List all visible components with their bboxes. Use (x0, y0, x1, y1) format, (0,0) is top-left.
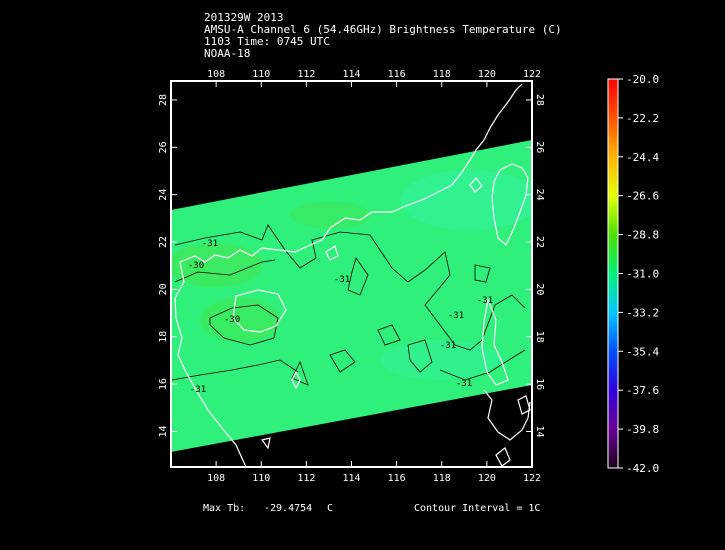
coastline-path (174, 261, 247, 467)
lat-tick-label-left: 22 (158, 236, 169, 248)
colorbar-label: -35.4 (626, 345, 659, 358)
lon-tick-label-top: 110 (252, 69, 270, 80)
colorbar (607, 78, 619, 469)
lat-tick-label-right: 28 (534, 94, 545, 106)
lat-tick-label-right: 18 (534, 331, 545, 343)
contour-line (209, 304, 279, 346)
colorbar-label: -37.6 (626, 384, 659, 397)
coastline-path (179, 83, 523, 263)
lon-tick-label-top: 120 (478, 69, 496, 80)
lon-tick-label-top: 108 (207, 69, 225, 80)
contour-line (439, 349, 526, 381)
lon-tick-label-bottom: 112 (297, 473, 315, 484)
lon-tick-label-bottom: 108 (207, 473, 225, 484)
lon-tick-label-bottom: 116 (388, 473, 406, 484)
lat-tick-label-left: 24 (158, 189, 169, 201)
contour-line (291, 360, 309, 386)
contour-label: -31 (456, 379, 472, 389)
lat-tick-label-right: 14 (534, 425, 545, 437)
lat-tick-label-right: 16 (534, 378, 545, 390)
warm-region-patch (171, 243, 263, 287)
contour-label: -31 (190, 385, 206, 395)
header-line-2: AMSU-A Channel 6 (54.46GHz) Brightness T… (204, 23, 562, 36)
lon-tick-label-bottom: 114 (342, 473, 360, 484)
lat-tick-label-left: 28 (158, 94, 169, 106)
coastline-path (325, 245, 339, 261)
coastline-path (469, 177, 483, 193)
lat-tick-label-right: 26 (534, 141, 545, 153)
contour-label: -30 (188, 261, 204, 271)
header-line-4: NOAA-18 (204, 47, 251, 60)
colorbar-label: -42.0 (626, 462, 659, 475)
warm-region-patch (290, 201, 370, 229)
max-tb-label: Max Tb: (203, 503, 246, 514)
lat-tick-label-right: 24 (534, 189, 545, 201)
coastline (174, 83, 531, 467)
lon-tick-label-bottom: 122 (523, 473, 541, 484)
header-line-3: 1103 Time: 0745 UTC (204, 35, 330, 48)
cool-region-patch (400, 170, 532, 230)
lon-tick-label-top: 114 (342, 69, 360, 80)
lon-tick-label-top: 116 (388, 69, 406, 80)
header-line-1: 201329W 2013 (204, 11, 284, 24)
lat-tick-label-left: 18 (158, 331, 169, 343)
colorbar-label: -26.6 (626, 190, 659, 203)
contour-label: -31 (448, 311, 464, 321)
lat-tick-label-left: 26 (158, 141, 169, 153)
coastline-path (483, 389, 531, 441)
colorbar-label: -33.2 (626, 306, 659, 319)
contour-interval-label: Contour Interval = 1C (414, 503, 541, 514)
coastline-path (495, 447, 511, 467)
lat-tick-label-right: 20 (534, 283, 545, 295)
lat-tick-label-left: 16 (158, 378, 169, 390)
colorbar-label: -24.4 (626, 151, 659, 164)
contour-line (174, 224, 526, 351)
colorbar-label: -22.2 (626, 112, 659, 125)
coastline-path (232, 289, 287, 333)
contour-line (347, 257, 369, 296)
coastline-path (260, 437, 271, 450)
contour-line (407, 339, 433, 373)
colorbar-label: -39.8 (626, 423, 659, 436)
colorbar-label: -31.0 (626, 268, 659, 281)
contour-line (171, 359, 299, 381)
coastline-path (481, 297, 509, 386)
contour-label: -30 (224, 315, 240, 325)
lon-tick-label-top: 112 (297, 69, 315, 80)
max-tb-unit: C (327, 503, 334, 514)
lat-tick-label-left: 14 (158, 425, 169, 437)
lat-tick-label-left: 20 (158, 283, 169, 295)
warm-region-patch (200, 298, 280, 342)
contour-label: -31 (440, 341, 456, 351)
contour-label: -31 (334, 275, 350, 285)
lon-tick-label-bottom: 120 (478, 473, 496, 484)
coastline-path (291, 370, 301, 390)
contour-lines (171, 224, 526, 386)
contour-label: -31 (477, 296, 493, 306)
coastline-path (517, 395, 531, 415)
contour-label: -31 (202, 239, 218, 249)
coastline-path (491, 163, 529, 246)
contour-line (329, 349, 356, 373)
lat-tick-label-right: 22 (534, 236, 545, 248)
lon-tick-label-top: 122 (523, 69, 541, 80)
lon-tick-label-top: 118 (433, 69, 451, 80)
max-tb-value: -29.4754 (264, 503, 313, 514)
lon-tick-label-bottom: 110 (252, 473, 270, 484)
colorbar-label: -20.0 (626, 73, 659, 86)
contour-line (377, 324, 401, 346)
contour-line (174, 259, 276, 283)
colorbar-label: -28.8 (626, 229, 659, 242)
lon-tick-label-bottom: 118 (433, 473, 451, 484)
contour-line (474, 264, 491, 283)
